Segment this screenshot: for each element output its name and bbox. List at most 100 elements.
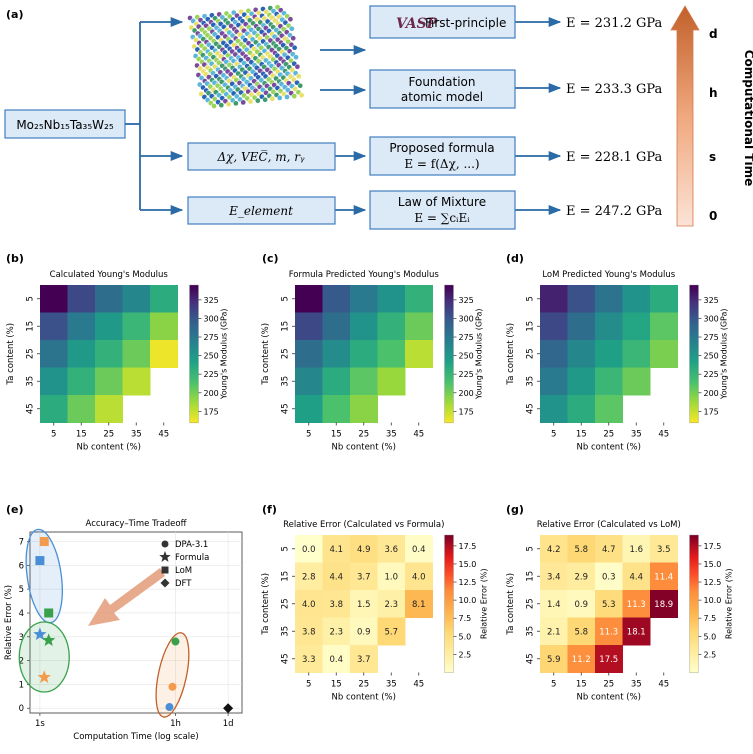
heatmap-cell (150, 340, 178, 368)
colorbar-segment (689, 610, 699, 614)
heatmap-cell (295, 367, 323, 396)
colorbar-segment (444, 291, 454, 295)
colorbar-segment (189, 413, 199, 417)
colorbar-tick-label: 275 (459, 333, 474, 342)
colorbar-tick-label: 175 (704, 407, 719, 416)
colorbar-segment (189, 298, 199, 302)
colorbar-segment (189, 415, 199, 419)
colorbar-segment (444, 298, 454, 302)
colorbar-segment (444, 378, 454, 382)
heatmap-cell (595, 395, 623, 423)
colorbar-segment (444, 335, 454, 339)
colorbar-segment (444, 606, 454, 609)
colorbar-segment (444, 642, 454, 646)
colorbar-segment (444, 415, 454, 419)
colorbar-segment (444, 544, 454, 548)
colorbar-segment (444, 411, 454, 414)
colorbar-segment (689, 612, 699, 616)
legend-label: DFT (175, 579, 192, 589)
colorbar-segment (689, 330, 699, 334)
colorbar-segment (444, 670, 454, 674)
chart-title: Calculated Young's Modulus (50, 270, 169, 280)
colorbar-segment (189, 362, 199, 366)
formula-label-2: E = f(Δχ, ...) (404, 157, 479, 171)
heatmap-cell (540, 562, 568, 591)
colorbar-segment (689, 670, 699, 674)
colorbar-segment (689, 546, 699, 550)
cell-value-label: 3.3 (302, 655, 316, 665)
colorbar-segment (444, 569, 454, 573)
panel-label-b: (b) (6, 252, 24, 265)
x-tick-label: 45 (413, 430, 424, 440)
colorbar-segment (689, 314, 699, 318)
colorbar-segment (444, 392, 454, 396)
colorbar-segment (689, 381, 699, 385)
colorbar-segment (189, 294, 199, 298)
colorbar-segment (444, 369, 454, 373)
colorbar-segment (189, 360, 199, 364)
colorbar-segment (189, 406, 199, 410)
foundation-box (369, 69, 516, 109)
colorbar-segment (689, 335, 699, 339)
colorbar-label: Young's Modulus (GPa) (475, 308, 484, 400)
colorbar-segment (189, 420, 199, 424)
colorbar-segment (444, 654, 454, 658)
colorbar-segment (689, 635, 699, 639)
colorbar-segment (189, 374, 199, 378)
colorbar-segment (189, 349, 199, 353)
heatmap-cell (595, 590, 623, 618)
colorbar-segment (444, 390, 454, 394)
colorbar-segment (689, 548, 699, 552)
colorbar-segment (444, 633, 454, 637)
cell-value-label: 3.6 (384, 545, 398, 555)
dft-point (223, 703, 234, 714)
lom-label-1: Law of Mixture (398, 195, 486, 209)
cell-value-label: 3.8 (329, 600, 343, 610)
colorbar-segment (689, 594, 699, 598)
colorbar-segment (444, 562, 454, 566)
y-tick-label: 6 (19, 561, 24, 571)
colorbar-segment (444, 667, 454, 671)
colorbar-segment (689, 362, 699, 366)
colorbar-segment (689, 408, 699, 412)
time-tick-h: h (709, 86, 718, 100)
cell-value-label: 1.6 (629, 545, 643, 555)
colorbar-segment (444, 404, 454, 408)
cell-value-label: 3.5 (657, 545, 671, 555)
heatmap-cell (622, 617, 651, 646)
colorbar-segment (189, 385, 199, 389)
heatmap-cell (40, 395, 68, 423)
heatmap-cell (622, 562, 651, 591)
cell-value-label: 5.8 (574, 627, 588, 637)
colorbar-segment (689, 365, 699, 369)
atom (293, 54, 299, 61)
y-tick-label: 35 (281, 626, 291, 637)
colorbar-segment (689, 310, 699, 314)
colorbar-segment (444, 580, 454, 584)
heatmap-cell (322, 367, 351, 396)
heatmap-cell (377, 535, 406, 563)
formula-input-box (187, 142, 336, 171)
colorbar-segment (189, 356, 199, 359)
heatmap-cell (95, 312, 123, 341)
colorbar-segment (689, 606, 699, 609)
cell-value-label: 4.0 (412, 572, 426, 582)
x-tick-label: 15 (331, 680, 342, 690)
colorbar-segment (444, 548, 454, 552)
foundation-label-1: Foundation (409, 75, 476, 89)
colorbar-segment (189, 381, 199, 385)
colorbar-tick-label: 7.5 (459, 614, 472, 623)
cell-value-label: 4.4 (329, 572, 343, 582)
colorbar-segment (189, 397, 199, 401)
colorbar-segment (189, 383, 199, 387)
colorbar-segment (444, 663, 454, 667)
heatmap-cell (322, 645, 351, 673)
heatmap-cell (322, 590, 351, 618)
x-tick-label: 25 (358, 430, 369, 440)
colorbar-segment (689, 667, 699, 671)
y-tick-label: 25 (526, 598, 536, 609)
colorbar-tick-label: 2.5 (704, 650, 717, 659)
colorbar-segment (689, 298, 699, 302)
colorbar-segment (189, 307, 199, 311)
heatmap-cell (405, 562, 433, 591)
